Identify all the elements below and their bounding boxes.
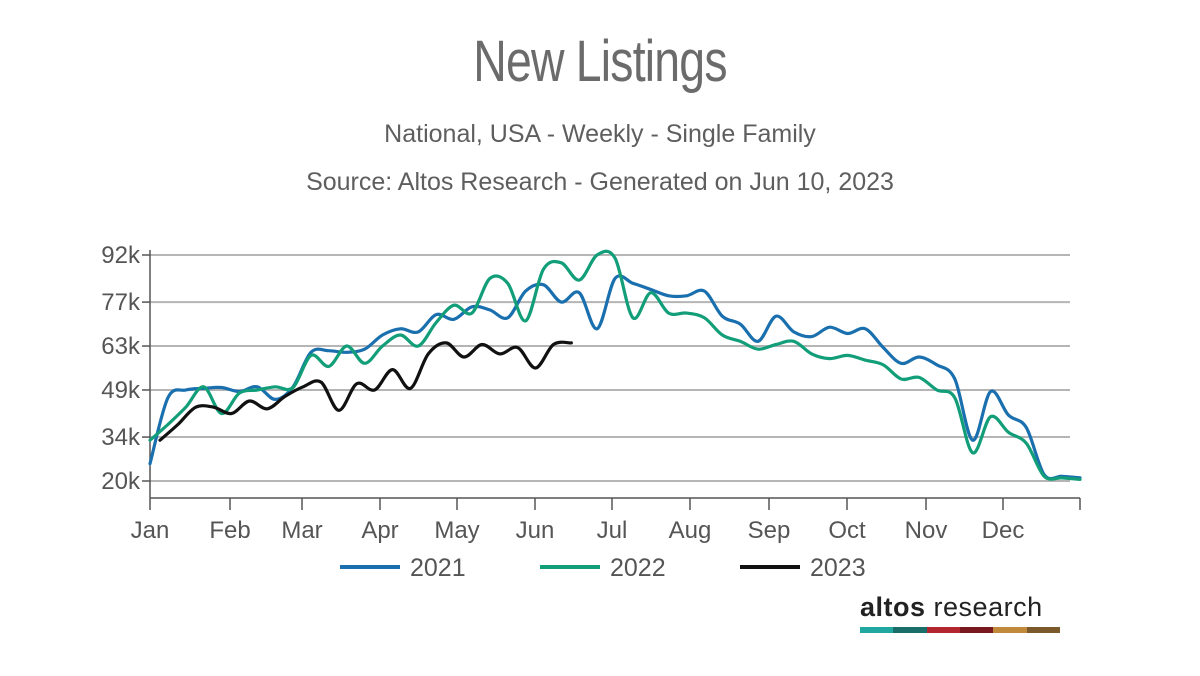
chart-subtitle: National, USA - Weekly - Single Family [384, 120, 816, 148]
legend-label-2021: 2021 [410, 554, 466, 582]
logo-stripe-segment [959, 627, 994, 633]
x-tick-label: Jun [516, 517, 555, 544]
x-tick-label: Aug [669, 517, 712, 544]
y-tick-label: 34k [101, 424, 141, 451]
legend: 2021 2022 2023 [340, 554, 866, 582]
logo-stripe-segment [926, 627, 960, 633]
axes [149, 250, 1081, 510]
legend-label-2022: 2022 [610, 554, 666, 582]
logo-word-research: research [933, 592, 1043, 622]
y-tick-label: 63k [101, 333, 141, 360]
logo-stripe-segment [993, 627, 1027, 633]
x-tick-label: Dec [982, 517, 1025, 544]
series-line-2023 [158, 340, 573, 442]
series-line-2022 [148, 249, 1082, 481]
x-tick-label: Feb [209, 517, 250, 544]
y-axis-tick-labels: 20k 34k 49k 63k 77k 92k [101, 242, 141, 495]
x-tick-label: Jan [131, 517, 170, 544]
y-tick-label: 77k [101, 289, 141, 316]
x-tick-label: Nov [905, 517, 948, 544]
x-tick-label: Mar [281, 517, 322, 544]
gridlines [142, 254, 1070, 482]
series-lines [148, 249, 1082, 481]
y-tick-label: 20k [101, 468, 141, 495]
logo-stripe-segment [893, 627, 927, 633]
x-tick-label: Sep [748, 517, 791, 544]
x-tick-label: Apr [361, 517, 398, 544]
logo-stripe-segment [860, 627, 894, 633]
series-line-2021 [148, 274, 1082, 481]
logo-word-altos: altos [860, 592, 926, 622]
x-tick-label: Oct [828, 517, 866, 544]
y-tick-label: 92k [101, 242, 141, 269]
y-tick-label: 49k [101, 377, 141, 404]
x-tick-label: Jul [597, 517, 628, 544]
chart-title: New Listings [473, 29, 727, 94]
logo-stripe-segment [1026, 627, 1060, 633]
chart-source: Source: Altos Research - Generated on Ju… [306, 168, 894, 196]
x-axis-tick-labels: Jan Feb Mar Apr May Jun Jul Aug Sep Oct Nov Dec [131, 517, 1025, 544]
altos-research-logo: altos research [860, 592, 1060, 633]
x-tick-label: May [434, 517, 479, 544]
legend-label-2023: 2023 [810, 554, 866, 582]
logo-color-stripe [860, 627, 1060, 633]
